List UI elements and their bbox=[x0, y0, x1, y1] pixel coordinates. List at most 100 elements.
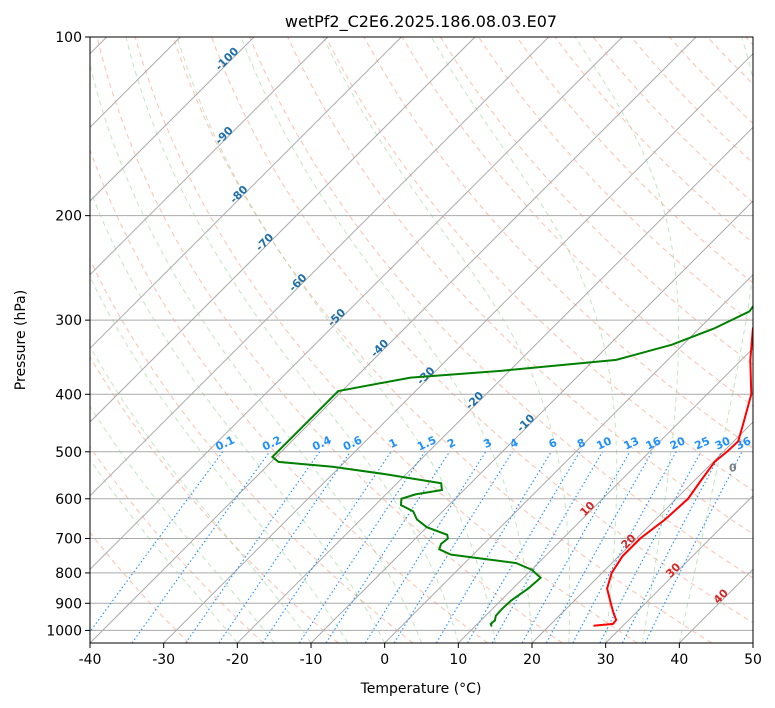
mixing-ratio-label: 0.1 bbox=[214, 433, 237, 453]
isotherm bbox=[384, 273, 753, 643]
isotherm-label-red: 20 bbox=[619, 531, 639, 551]
moist-adiabat bbox=[574, 37, 680, 643]
isotherm bbox=[90, 37, 697, 643]
temperature-profile bbox=[593, 325, 753, 627]
mixing-ratio-label: 0.4 bbox=[310, 433, 333, 453]
dry-adiabat bbox=[90, 355, 339, 643]
dry-adiabat bbox=[516, 37, 753, 284]
x-tick-label: 0 bbox=[380, 652, 389, 668]
mixing-ratio-line bbox=[599, 451, 702, 643]
mixing-ratio-line bbox=[467, 451, 581, 643]
isotherm bbox=[90, 37, 623, 571]
mixing-ratio-label: 1 bbox=[387, 436, 399, 451]
moist-adiabat bbox=[90, 62, 422, 643]
isotherm-label-red: 10 bbox=[577, 499, 597, 519]
moist-adiabat bbox=[430, 37, 618, 643]
mixing-ratio-line bbox=[521, 451, 631, 643]
isotherm-label: -100 bbox=[213, 45, 242, 74]
mixing-ratio-label: 1.5 bbox=[415, 433, 438, 453]
dry-adiabat bbox=[134, 37, 638, 643]
isotherm bbox=[90, 37, 550, 497]
isotherm bbox=[90, 37, 255, 202]
dry-adiabat bbox=[249, 37, 753, 579]
dry-adiabat bbox=[90, 148, 488, 643]
isotherm bbox=[752, 642, 753, 643]
moist-adiabat bbox=[90, 275, 349, 643]
y-tick-label: 800 bbox=[55, 566, 82, 582]
x-tick-label: 20 bbox=[523, 652, 541, 668]
isotherm bbox=[310, 200, 753, 643]
mixing-ratio-label: 30 bbox=[713, 434, 733, 452]
mixing-ratio-label: 0.6 bbox=[341, 433, 364, 453]
mixing-ratio-line bbox=[298, 451, 426, 643]
plot-frame bbox=[89, 36, 754, 644]
y-tick-label: 500 bbox=[55, 445, 82, 461]
dry-adiabat bbox=[439, 37, 753, 366]
dry-adiabat bbox=[90, 258, 414, 643]
y-tick-label: 700 bbox=[55, 532, 82, 548]
y-tick-label: 100 bbox=[55, 30, 82, 46]
moist-adiabat bbox=[322, 37, 571, 643]
mixing-ratio-line bbox=[644, 451, 743, 643]
mixing-ratio-label: 8 bbox=[575, 436, 587, 451]
mixing-ratio-label: 10 bbox=[594, 434, 614, 452]
dry-adiabat bbox=[211, 37, 753, 624]
isotherm-label: -50 bbox=[325, 306, 348, 329]
dry-adiabat bbox=[90, 531, 190, 643]
isotherm bbox=[236, 126, 753, 643]
x-tick-label: 30 bbox=[597, 652, 615, 668]
isotherm-label: -10 bbox=[514, 411, 537, 434]
moist-adiabat bbox=[90, 405, 275, 643]
mixing-ratio-line bbox=[572, 451, 677, 643]
x-tick-label: -40 bbox=[79, 652, 102, 668]
isotherm bbox=[678, 568, 753, 643]
isotherm-label: -70 bbox=[253, 231, 276, 254]
isotherm bbox=[531, 421, 753, 643]
zero-isotherm-label: 0 bbox=[729, 462, 737, 475]
isotherm-label: -80 bbox=[227, 183, 250, 206]
y-tick-label: 600 bbox=[55, 492, 82, 508]
mixing-ratio-line bbox=[90, 451, 224, 633]
dry-adiabat bbox=[745, 37, 753, 46]
mixing-ratio-label: 13 bbox=[622, 434, 641, 452]
moist-adiabat bbox=[90, 345, 312, 643]
dry-adiabat bbox=[401, 37, 753, 407]
dry-adiabat bbox=[707, 37, 753, 85]
moist-adiabat bbox=[176, 37, 496, 643]
moist-adiabat bbox=[90, 458, 238, 643]
mixing-ratio-line bbox=[325, 451, 451, 643]
y-tick-label: 300 bbox=[55, 313, 82, 329]
mixing-ratio-line bbox=[131, 451, 271, 643]
y-tick-label: 400 bbox=[55, 387, 82, 403]
mixing-ratio-line bbox=[545, 451, 653, 643]
mixing-ratio-line bbox=[435, 451, 552, 643]
y-axis: 100 200 300 400 500 600 700 800 900 1000 bbox=[46, 30, 90, 639]
dry-adiabat bbox=[90, 445, 264, 643]
moist-adiabat bbox=[240, 37, 533, 643]
isotherm-label: -20 bbox=[463, 389, 486, 412]
mixing-ratio-line bbox=[262, 451, 392, 643]
mixing-ratio-label: 6 bbox=[547, 436, 560, 451]
mixing-ratio-line bbox=[218, 451, 351, 643]
x-tick-label: 10 bbox=[449, 652, 467, 668]
x-tick-label: -20 bbox=[226, 652, 249, 668]
dry-adiabat bbox=[172, 37, 712, 643]
x-tick-label: -10 bbox=[300, 652, 323, 668]
profiles bbox=[270, 304, 753, 627]
isotherm bbox=[605, 494, 753, 643]
mixing-ratio-label: 16 bbox=[644, 434, 664, 452]
moist-adiabat bbox=[125, 37, 459, 643]
x-tick-label: 40 bbox=[670, 652, 688, 668]
mixing-ratio-label: 2 bbox=[445, 436, 457, 451]
chart-title: wetPf2_C2E6.2025.186.08.03.E07 bbox=[285, 12, 557, 32]
mixing-ratio-label: 25 bbox=[693, 434, 712, 452]
mixing-ratio-line bbox=[364, 451, 487, 643]
mixing-ratio-line bbox=[185, 451, 321, 643]
background-lines bbox=[90, 37, 753, 643]
isotherm bbox=[457, 347, 753, 643]
x-axis: -40 -30 -20 -10 0 10 20 30 40 50 bbox=[79, 643, 762, 668]
isotherm-label: -90 bbox=[213, 124, 236, 147]
isotherm-label: -40 bbox=[368, 337, 391, 360]
moist-adiabat bbox=[90, 188, 386, 643]
dry-adiabat bbox=[96, 37, 563, 643]
